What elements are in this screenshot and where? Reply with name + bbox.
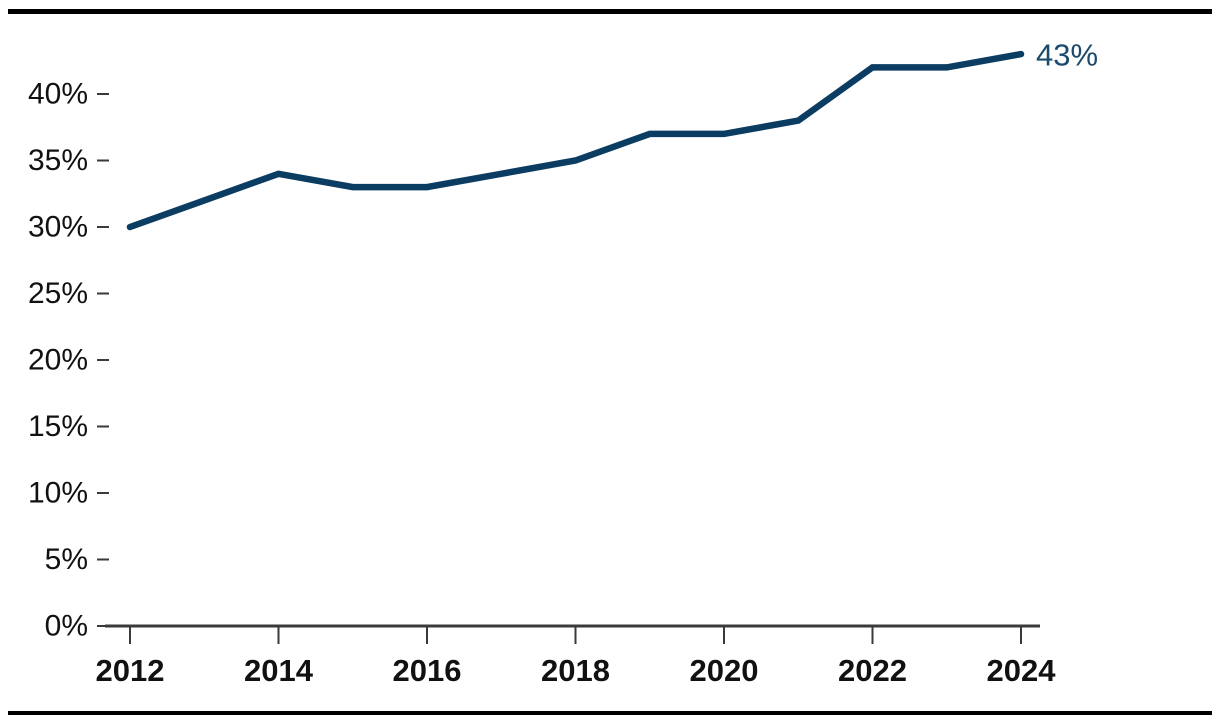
bottom-border-rule bbox=[8, 711, 1212, 715]
top-border-rule bbox=[8, 9, 1212, 14]
y-axis-tick-label: 40% bbox=[28, 78, 88, 111]
y-axis-tick-label: 10% bbox=[28, 477, 88, 510]
y-axis-tick-label: 30% bbox=[28, 211, 88, 244]
x-axis-tick-label: 2016 bbox=[393, 653, 462, 688]
y-axis-tick-label: 20% bbox=[28, 344, 88, 377]
line-end-value-label: 43% bbox=[1036, 38, 1098, 73]
x-axis-tick-label: 2012 bbox=[96, 653, 165, 688]
y-axis-tick-label: 35% bbox=[28, 144, 88, 177]
y-axis-tick-label: 15% bbox=[28, 410, 88, 443]
x-axis-tick-label: 2024 bbox=[987, 653, 1057, 688]
x-axis-tick-label: 2014 bbox=[244, 653, 314, 688]
y-axis-tick-label: 25% bbox=[28, 277, 88, 310]
y-axis-tick-label: 5% bbox=[45, 543, 88, 576]
x-axis-tick-label: 2018 bbox=[541, 653, 610, 688]
x-axis-tick-label: 2020 bbox=[690, 653, 759, 688]
y-axis-tick-label: 0% bbox=[45, 610, 88, 643]
trend-line bbox=[126, 50, 1025, 231]
x-axis-tick-label: 2022 bbox=[838, 653, 907, 688]
